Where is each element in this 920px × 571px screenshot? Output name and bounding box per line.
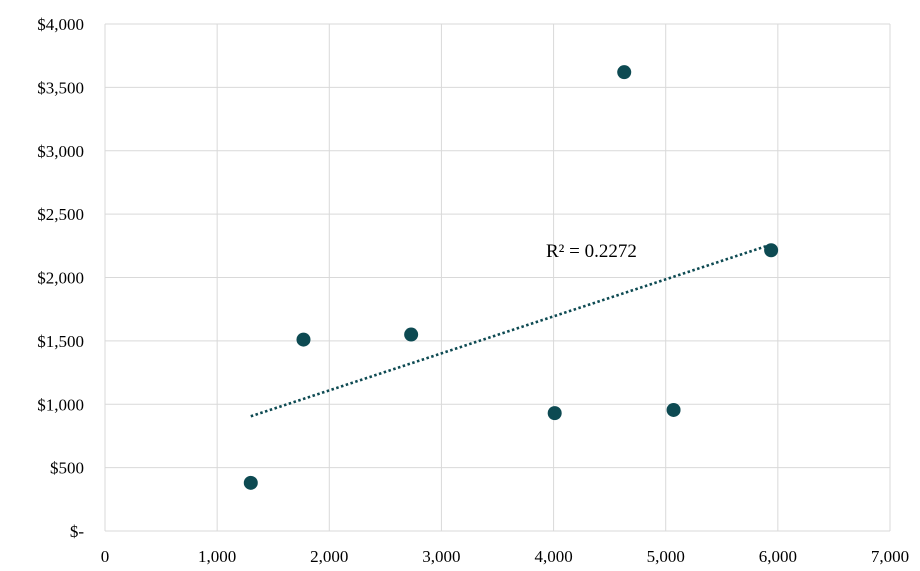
data-point (666, 402, 681, 417)
data-point (547, 406, 562, 421)
x-tick-label: 4,000 (534, 547, 572, 566)
x-tick-label: 1,000 (198, 547, 236, 566)
data-point (296, 332, 311, 347)
y-tick-label: $1,500 (37, 332, 84, 351)
x-axis-tick-labels: 0 1,000 2,000 3,000 4,000 5,000 6,000 7,000 (101, 547, 909, 566)
y-tick-label: $3,000 (37, 142, 84, 161)
y-tick-label: $2,500 (37, 205, 84, 224)
data-points (243, 65, 779, 490)
trendline-path (250, 243, 772, 418)
y-axis-tick-labels: $- $500 $1,000 $1,500 $2,000 $2,500 $3,000 $3,5… (37, 15, 84, 541)
y-tick-label: $3,500 (37, 78, 84, 97)
x-tick-label: 6,000 (759, 547, 797, 566)
x-tick-label: 5,000 (647, 547, 685, 566)
axes (104, 24, 890, 532)
trendline (250, 243, 772, 418)
gridlines (105, 23, 891, 531)
y-tick-label: $1,000 (37, 395, 84, 414)
y-tick-label: $500 (50, 459, 84, 478)
y-tick-label: $- (70, 522, 85, 541)
x-tick-label: 2,000 (310, 547, 348, 566)
data-point (764, 243, 779, 258)
data-point (404, 327, 419, 342)
r-squared-label: R² = 0.2272 (546, 241, 637, 262)
x-tick-label: 3,000 (422, 547, 460, 566)
x-tick-label: 0 (101, 547, 110, 566)
y-tick-label: $2,000 (37, 269, 84, 288)
x-tick-label: 7,000 (871, 547, 909, 566)
data-point (243, 475, 258, 490)
data-point (617, 65, 632, 80)
y-tick-label: $4,000 (37, 15, 84, 34)
